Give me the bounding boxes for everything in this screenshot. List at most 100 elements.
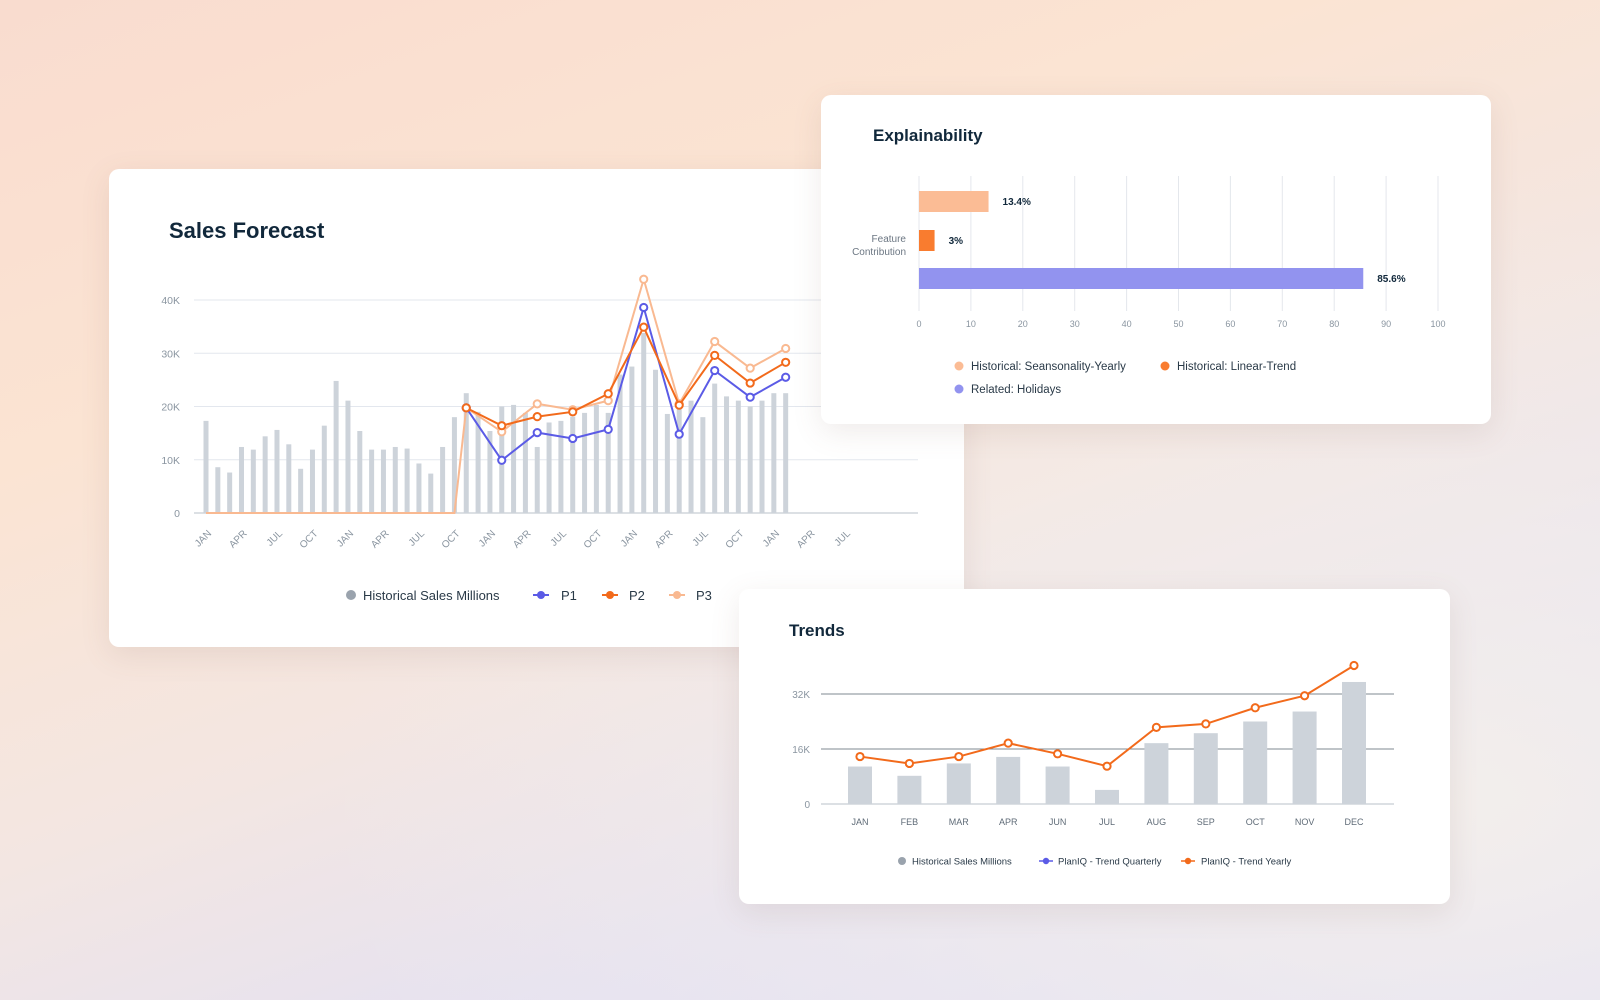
bar-value-label: 13.4% <box>1003 197 1031 208</box>
bar <box>286 444 292 513</box>
bar <box>558 420 564 513</box>
bar <box>274 429 280 513</box>
bar <box>688 400 694 513</box>
bar <box>451 417 457 513</box>
x-tick-label: OCT <box>1246 817 1266 827</box>
y-tick-label: 30K <box>161 348 180 360</box>
bar <box>357 430 363 513</box>
bar <box>262 436 268 513</box>
legend-dot <box>1160 361 1170 371</box>
p1-point <box>603 424 613 434</box>
trend-yearly-point <box>1349 660 1359 671</box>
bar <box>582 412 588 513</box>
legend-label: Related: Holidays <box>971 384 1061 396</box>
legend-dot <box>954 384 964 394</box>
legend-p2-marker <box>606 591 614 599</box>
p1-point <box>674 429 684 439</box>
legend-p1-marker <box>537 591 545 599</box>
p3-point <box>532 399 542 409</box>
contribution-bar <box>919 191 989 212</box>
p2-point <box>461 403 471 413</box>
bar <box>369 449 375 513</box>
trend-yearly-point <box>1053 749 1063 759</box>
p3-line <box>465 275 787 434</box>
trend-yearly-point <box>855 751 865 762</box>
bar <box>759 400 765 513</box>
contribution-bar <box>919 268 1364 289</box>
bar <box>617 374 623 513</box>
bar <box>238 446 244 513</box>
trends-title: Trends <box>789 621 845 640</box>
bar <box>428 473 434 513</box>
bar <box>712 383 718 513</box>
legend-marker <box>1184 857 1192 865</box>
x-tick-label: 10 <box>966 319 976 329</box>
x-tick-label: 80 <box>1329 319 1339 329</box>
trend-yearly-point <box>1003 738 1013 748</box>
explainability-card <box>821 95 1491 424</box>
p1-point <box>568 433 578 444</box>
explainability-title: Explainability <box>873 126 983 145</box>
bar <box>897 775 922 804</box>
legend-p3-label: P3 <box>696 588 712 603</box>
bar <box>1243 721 1268 804</box>
x-tick-label: JUL <box>1099 817 1115 827</box>
x-tick-label: 100 <box>1430 319 1445 329</box>
p1-point <box>532 427 542 438</box>
y-tick-label: 10K <box>161 455 180 467</box>
p1-point <box>710 365 720 376</box>
y-tick-label: 40K <box>161 295 180 307</box>
p1-point <box>497 455 507 465</box>
bar <box>605 412 611 513</box>
legend-historical-label: Historical Sales Millions <box>912 857 1012 868</box>
bar <box>203 420 209 513</box>
bar <box>463 393 469 513</box>
bar <box>392 446 398 513</box>
bar <box>629 366 635 513</box>
bar <box>653 369 659 513</box>
p2-point <box>603 389 613 399</box>
bar <box>641 333 647 513</box>
y-tick-label: 20K <box>161 402 180 414</box>
legend-historical-label: Historical Sales Millions <box>363 588 500 603</box>
legend-p3-marker <box>673 591 681 599</box>
bar <box>700 417 706 513</box>
bar <box>440 446 446 513</box>
trends-card <box>739 589 1450 904</box>
p1-line <box>465 303 787 462</box>
bar <box>735 400 741 513</box>
y-axis-label-line1: Feature <box>872 234 907 245</box>
bar <box>747 406 753 513</box>
trend-yearly-point <box>954 751 964 762</box>
p1-point <box>781 372 791 382</box>
y-tick-label: 0 <box>804 800 810 811</box>
bar <box>250 449 256 513</box>
x-tick-label: DEC <box>1344 817 1364 827</box>
sales-forecast-title: Sales Forecast <box>169 218 325 243</box>
p2-point <box>674 400 684 410</box>
bar <box>996 756 1021 804</box>
y-tick-label: 32K <box>792 690 810 701</box>
bar <box>215 467 221 513</box>
p3-point <box>781 343 791 354</box>
bar <box>487 430 493 513</box>
bar <box>946 763 971 804</box>
bar <box>511 404 517 513</box>
x-tick-label: FEB <box>901 817 919 827</box>
p2-point <box>532 412 542 422</box>
trend-yearly-line <box>859 664 1355 768</box>
p3-baseline-line <box>206 407 468 514</box>
bar <box>309 449 315 513</box>
bar <box>1045 766 1070 804</box>
p2-point <box>745 378 755 388</box>
bar <box>1144 743 1169 804</box>
bar <box>593 404 599 513</box>
trend-yearly-point <box>1151 722 1162 732</box>
x-tick-label: 60 <box>1225 319 1235 329</box>
trend-yearly-point <box>904 758 915 769</box>
bar <box>345 400 351 513</box>
legend-label: PlanIQ - Trend Yearly <box>1201 857 1292 868</box>
bar <box>416 463 422 513</box>
